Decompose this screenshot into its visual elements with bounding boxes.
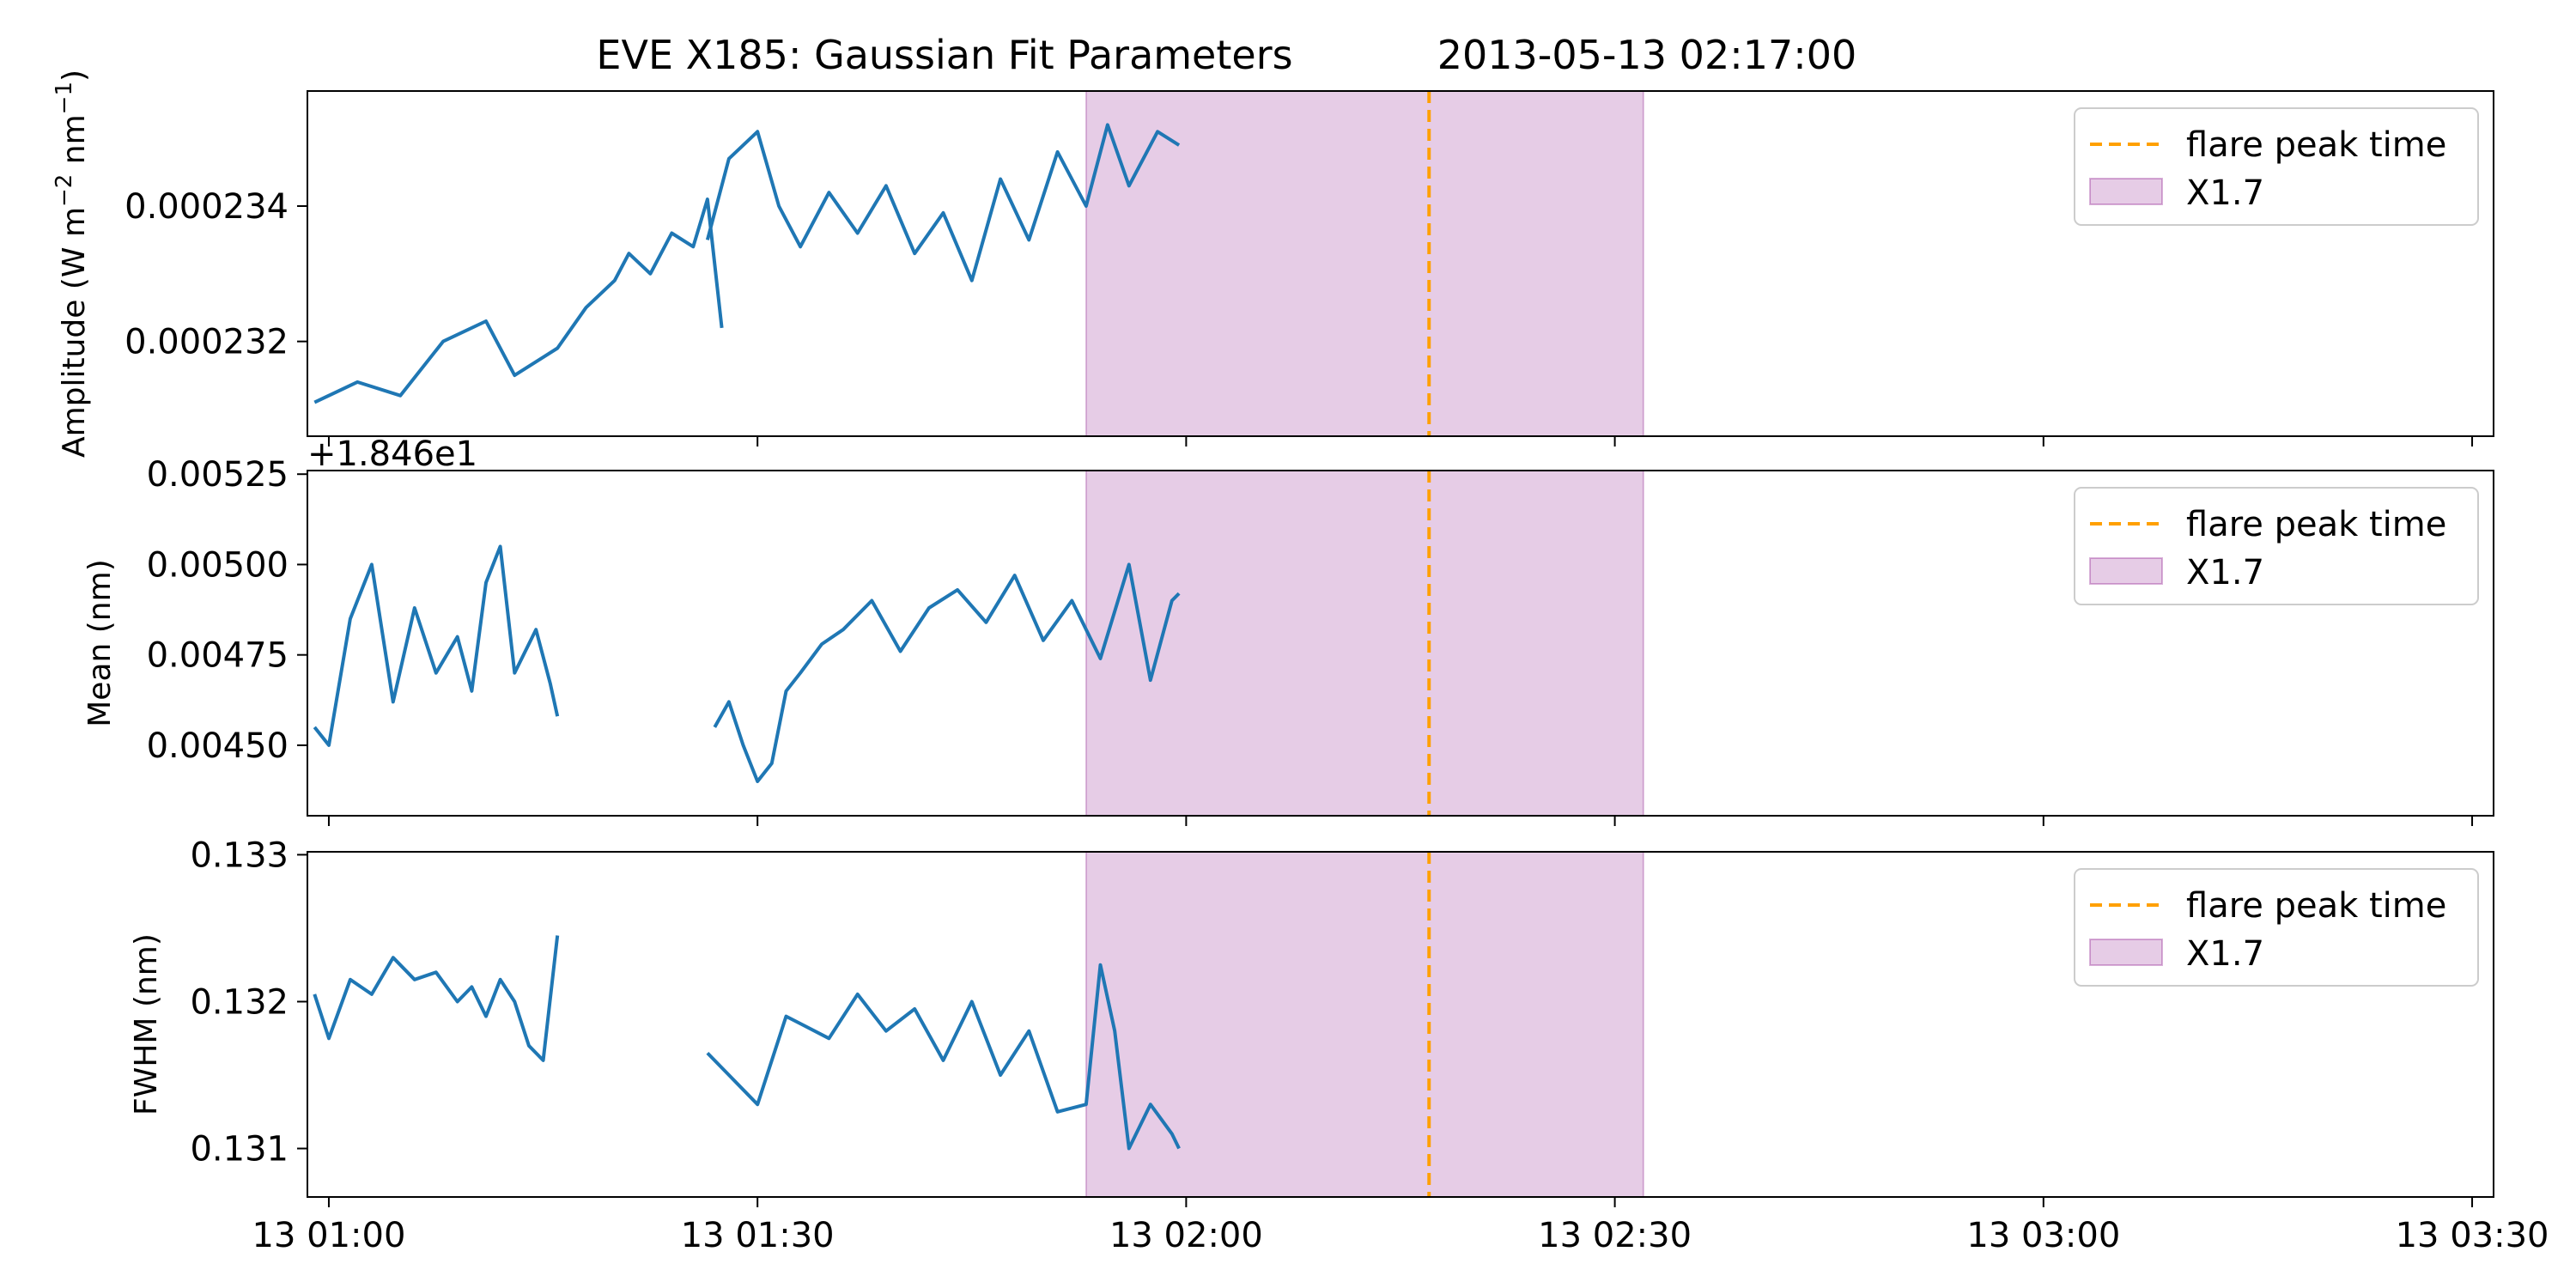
- y-tick-label: 0.132: [190, 982, 289, 1022]
- legend-span-swatch: [2089, 178, 2163, 205]
- legend-box: [2074, 107, 2479, 226]
- mean-panel: 0.00450 0.00475 0.00500 0.00525 +1.846e1 Mean…: [82, 434, 2494, 826]
- y-axis-label: Amplitude (W m−2 nm−1): [52, 70, 92, 458]
- amplitude-panel: 0.000232 0.000234 Amplitude (W m−2 nm−1) fl…: [52, 70, 2494, 458]
- legend-label-span: X1.7: [2186, 553, 2264, 592]
- legend-label-peak: flare peak time: [2186, 125, 2446, 165]
- y-tick-label: 0.133: [190, 835, 289, 875]
- axes-frame: [307, 851, 2494, 1198]
- x-tick-label: 13 01:00: [252, 1216, 406, 1255]
- series-line-2: [713, 562, 1181, 783]
- y-tick-label: 0.00475: [147, 636, 289, 676]
- y-offset-label: +1.846e1: [307, 434, 477, 474]
- y-tick-label: 0.131: [190, 1130, 289, 1170]
- legend-label-span: X1.7: [2186, 934, 2264, 974]
- y-tick-label: 0.00525: [147, 455, 289, 495]
- chart-title: EVE X185: Gaussian Fit Parameters: [596, 32, 1292, 78]
- legend-label-span: X1.7: [2186, 173, 2264, 213]
- chart-datetime: 2013-05-13 02:17:00: [1437, 32, 1857, 78]
- axes-frame: [307, 470, 2494, 817]
- x-tick-label: 13 02:00: [1109, 1216, 1263, 1255]
- legend-box: [2074, 487, 2479, 605]
- y-tick-label: 0.00500: [147, 545, 289, 585]
- series-line-1: [313, 544, 560, 747]
- legend: flare peak time X1.7: [2074, 487, 2479, 605]
- flare-interval-span: [1084, 851, 1644, 1198]
- flare-interval-span: [1084, 90, 1644, 437]
- legend-span-swatch: [2089, 939, 2163, 966]
- axes-frame: [307, 90, 2494, 437]
- x-tick-label: 13 01:30: [681, 1216, 835, 1255]
- series-line-1: [313, 197, 724, 404]
- legend: flare peak time X1.7: [2074, 868, 2479, 987]
- legend: flare peak time X1.7: [2074, 107, 2479, 226]
- x-tick-label: 13 02:30: [1538, 1216, 1692, 1255]
- fwhm-panel: 13 01:00 13 01:30 13 02:00 13 02:30 13 03:00…: [129, 835, 2549, 1255]
- x-tick-label: 13 03:30: [2396, 1216, 2549, 1255]
- flare-interval-span: [1084, 470, 1644, 817]
- series-line-1: [313, 935, 560, 1062]
- y-tick-label: 0.000232: [125, 323, 289, 362]
- y-tick-label: 0.00450: [147, 726, 289, 766]
- legend-label-peak: flare peak time: [2186, 505, 2446, 544]
- x-tick-label: 13 03:00: [1966, 1216, 2120, 1255]
- series-line-2: [706, 963, 1181, 1151]
- legend-span-swatch: [2089, 557, 2163, 585]
- y-axis-label: Mean (nm): [82, 559, 118, 727]
- legend-label-peak: flare peak time: [2186, 886, 2446, 926]
- series-line-2: [705, 123, 1181, 283]
- y-axis-label: FWHM (nm): [129, 933, 164, 1115]
- legend-box: [2074, 868, 2479, 987]
- y-tick-label: 0.000234: [125, 187, 289, 227]
